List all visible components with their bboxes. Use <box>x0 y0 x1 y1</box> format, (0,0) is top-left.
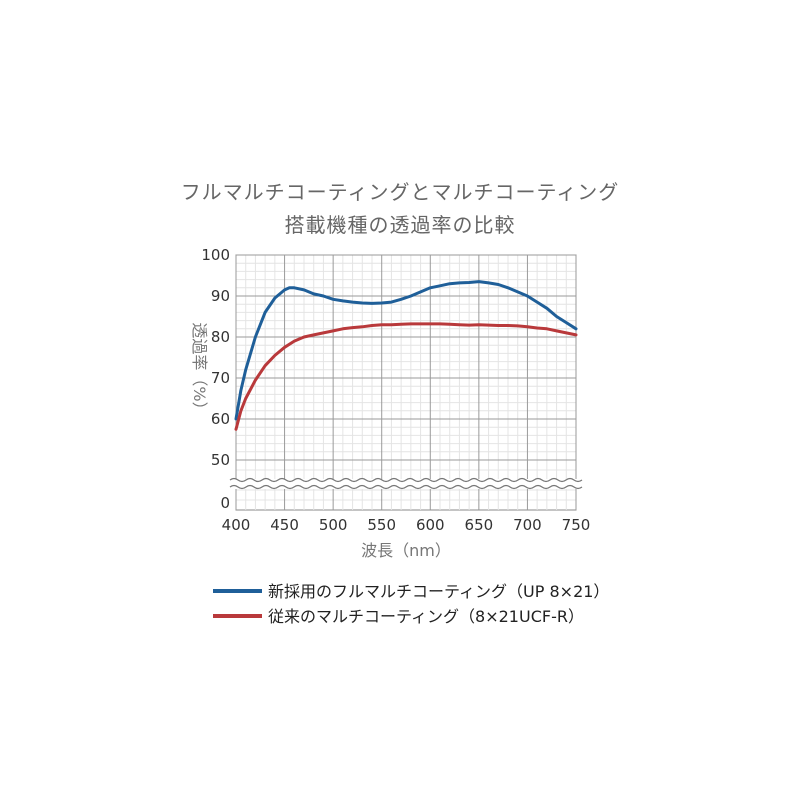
x-tick-label: 450 <box>270 516 299 534</box>
grid-lines <box>229 254 583 511</box>
x-axis-label: 波長（nm） <box>361 541 451 560</box>
y-tick-label-zero: 0 <box>220 494 230 512</box>
y-axis-label: 透過率（%） <box>190 322 209 417</box>
series-line-2 <box>234 322 578 431</box>
axis-break-band <box>230 479 582 489</box>
y-tick-label: 60 <box>211 410 230 428</box>
y-tick-label: 80 <box>211 328 230 346</box>
series-line-1 <box>234 280 578 421</box>
plot-frame <box>235 254 577 511</box>
x-tick-label: 750 <box>562 516 591 534</box>
x-tick-label: 500 <box>319 516 348 534</box>
legend-label-2: 従来のマルチコーティング（8×21UCF-R） <box>268 607 584 626</box>
axis-break-line <box>229 477 583 483</box>
legend-label-1: 新採用のフルマルチコーティング（UP 8×21） <box>268 582 609 601</box>
chart-subtitle: 搭載機種の透過率の比較 <box>284 213 516 237</box>
series-lines <box>234 280 578 431</box>
y-tick-label: 70 <box>211 369 230 387</box>
x-tick-label: 650 <box>465 516 494 534</box>
x-tick-label: 700 <box>513 516 542 534</box>
y-tick-label: 90 <box>211 287 230 305</box>
x-tick-label: 600 <box>416 516 445 534</box>
x-tick-label: 400 <box>222 516 251 534</box>
y-tick-label: 100 <box>201 246 230 264</box>
chart-title: フルマルチコーティングとマルチコーティング <box>180 180 620 204</box>
x-tick-label: 550 <box>367 516 396 534</box>
y-tick-label: 50 <box>211 451 230 469</box>
legend: 新採用のフルマルチコーティング（UP 8×21） 従来のマルチコーティング（8×2… <box>213 582 609 626</box>
axis-break-line <box>229 484 583 490</box>
